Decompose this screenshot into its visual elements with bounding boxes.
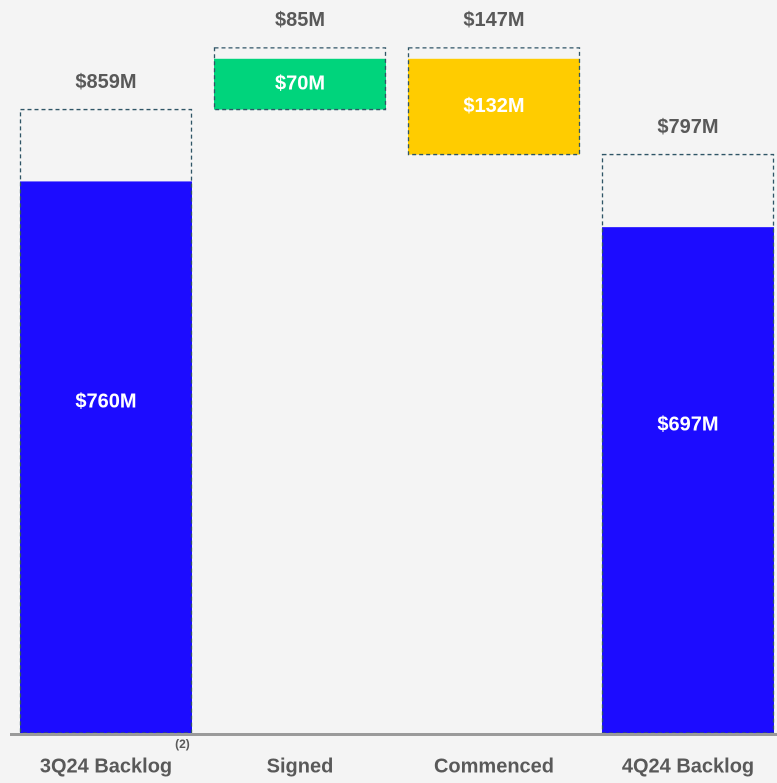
bar xyxy=(20,181,192,733)
bar xyxy=(214,58,386,110)
bar-outline xyxy=(213,47,387,111)
x-tick-label: Signed xyxy=(267,755,334,777)
total-label: $85M xyxy=(275,9,325,31)
bar xyxy=(602,227,774,734)
x-tick-label: 3Q24 Backlog xyxy=(40,755,172,777)
footnote-marker: (2) xyxy=(175,737,190,751)
total-label: $859M xyxy=(75,71,136,93)
bar-outline xyxy=(19,108,193,734)
bar-outline xyxy=(407,47,581,156)
x-tick-label: Commenced xyxy=(434,755,554,777)
bar xyxy=(408,58,580,155)
total-label: $797M xyxy=(657,116,718,138)
value-label: $760M xyxy=(75,390,136,412)
value-label: $697M xyxy=(657,413,718,435)
total-label: $147M xyxy=(463,9,524,31)
value-label: $132M xyxy=(463,95,524,117)
x-tick-label: 4Q24 Backlog xyxy=(622,755,754,777)
value-label: $70M xyxy=(275,72,325,94)
